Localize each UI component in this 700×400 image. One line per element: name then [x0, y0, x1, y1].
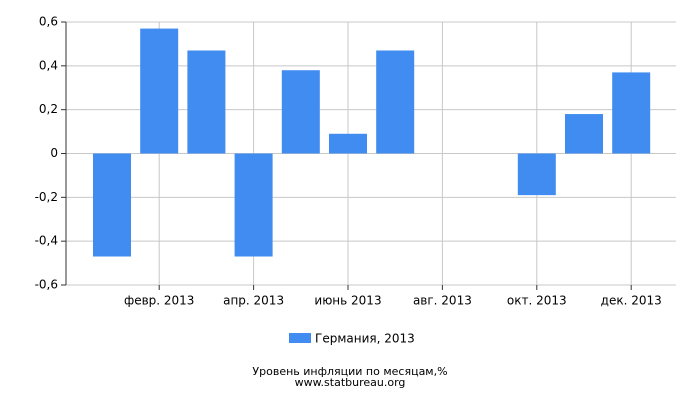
legend-swatch [289, 333, 311, 343]
legend-label: Германия, 2013 [315, 332, 415, 346]
x-tick-label: июнь 2013 [314, 294, 381, 308]
x-tick-label: дек. 2013 [601, 294, 662, 308]
y-tick-label: -0,6 [35, 278, 58, 292]
y-tick-label: 0,2 [39, 102, 58, 116]
bar [329, 133, 367, 154]
bar [376, 50, 415, 154]
bar [140, 28, 179, 154]
y-tick-label: 0,4 [39, 58, 58, 72]
bar [281, 70, 320, 154]
x-tick-label: окт. 2013 [507, 294, 567, 308]
bar [517, 153, 556, 196]
source: www.statbureau.org [295, 376, 406, 389]
y-tick-label: -0,4 [35, 234, 58, 248]
x-tick-label: февр. 2013 [124, 294, 195, 308]
bar [187, 50, 226, 154]
chart-caption: Уровень инфляции по месяцам,% [252, 365, 447, 378]
bar [234, 153, 273, 257]
x-tick-label: апр. 2013 [223, 294, 284, 308]
x-tick-label: авг. 2013 [413, 294, 472, 308]
bar [93, 153, 131, 257]
bar [612, 72, 651, 154]
y-tick-label: -0,2 [35, 190, 58, 204]
y-tick-label: 0,6 [39, 15, 58, 29]
bar [565, 114, 603, 154]
y-tick-label: 0 [50, 146, 58, 160]
